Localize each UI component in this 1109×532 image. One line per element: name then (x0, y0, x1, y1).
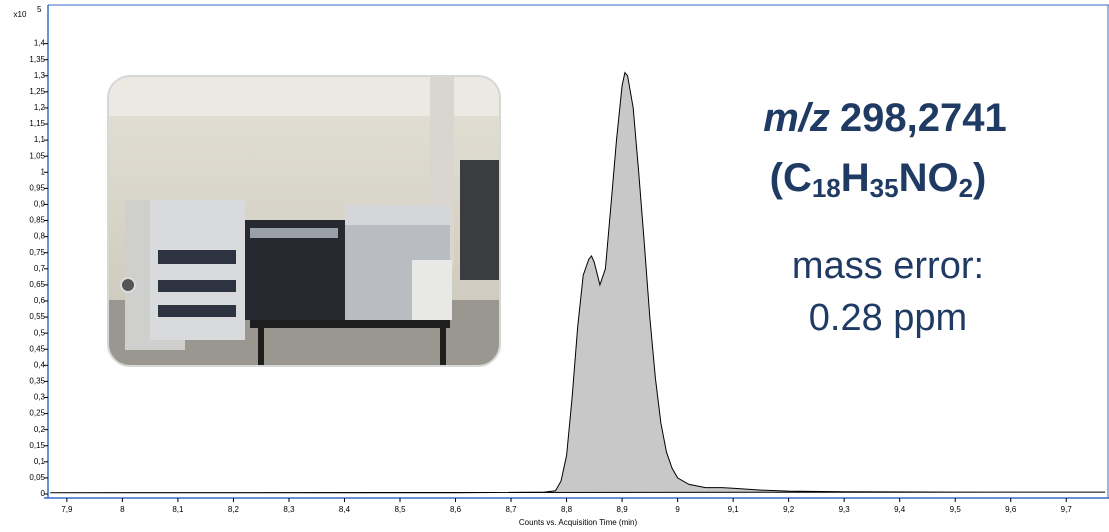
photo (108, 76, 500, 366)
x-tick-label: 8,1 (172, 505, 184, 514)
y-tick-label: 0 (41, 489, 46, 498)
x-tick-label: 8,7 (505, 505, 517, 514)
y-tick-label: 1,25 (29, 87, 45, 96)
x-tick-label: 9,4 (894, 505, 906, 514)
y-tick-label: 0,95 (29, 183, 45, 192)
formula-part: NO (899, 156, 959, 200)
y-exponent-base: x10 (14, 10, 27, 19)
y-tick-label: 1,3 (34, 71, 46, 80)
y-tick-label: 1 (41, 167, 46, 176)
formula-sub: 18 (812, 173, 841, 203)
x-tick-label: 8,6 (450, 505, 462, 514)
y-tick-label: 0,9 (34, 200, 46, 209)
y-tick-label: 1,2 (34, 103, 46, 112)
photo-frame (107, 75, 501, 367)
formula-sub: 2 (959, 173, 973, 203)
x-tick-label: 9,3 (839, 505, 851, 514)
mass-error-label: mass error: (792, 245, 984, 287)
y-tick-label: 1,1 (34, 135, 46, 144)
formula-part: H (841, 156, 870, 200)
formula-part: (C (770, 156, 812, 200)
mz-label: m/z (763, 96, 830, 140)
x-tick-label: 8,2 (228, 505, 240, 514)
x-tick-label: 8,4 (339, 505, 351, 514)
y-tick-label: 0,25 (29, 409, 45, 418)
formula-sub: 35 (870, 173, 899, 203)
x-tick-label: 9,5 (950, 505, 962, 514)
y-tick-label: 0,65 (29, 280, 45, 289)
y-tick-label: 0,5 (34, 328, 46, 337)
x-tick-label: 9,1 (728, 505, 740, 514)
formula: (C18H35NO2) (770, 156, 987, 203)
x-tick-label: 7,9 (61, 505, 73, 514)
y-tick-label: 0,45 (29, 344, 45, 353)
chromatogram-area (50, 71, 1106, 494)
mz-value: 298,2741 (840, 96, 1007, 140)
x-tick-label: 9,6 (1005, 505, 1017, 514)
y-tick-label: 0,8 (34, 232, 46, 241)
y-tick-label: 1,4 (34, 39, 46, 48)
y-tick-label: 0,1 (34, 457, 46, 466)
y-tick-label: 0,35 (29, 377, 45, 386)
x-tick-label: 8,9 (617, 505, 629, 514)
x-tick-label: 8 (120, 505, 125, 514)
y-tick-label: 0,7 (34, 264, 46, 273)
x-tick-label: 9 (675, 505, 680, 514)
plot: 0 0,05 0,1 0,15 0,2 0,25 0,3 0,35 0,4 0,45 0,5 0,55… (29, 4, 1109, 514)
x-tick-label: 8,3 (283, 505, 295, 514)
y-tick-label: 0,2 (34, 425, 46, 434)
formula-part: ) (973, 156, 986, 200)
y-tick-label: 0,05 (29, 473, 45, 482)
x-tick-label: 8,8 (561, 505, 573, 514)
y-exponent-power: 5 (37, 5, 42, 14)
mass-error-value: 0.28 ppm (809, 297, 967, 339)
y-tick-label: 0,3 (34, 393, 46, 402)
y-tick-label: 1,35 (29, 55, 45, 64)
x-tick-label: 8,5 (394, 505, 406, 514)
x-tick-label: 9,2 (783, 505, 795, 514)
mz-annotation: m/z 298,2741 (763, 96, 1007, 140)
y-tick-label: 0,4 (34, 360, 46, 369)
y-tick-label: 1,05 (29, 151, 45, 160)
y-tick-label: 0,75 (29, 248, 45, 257)
y-tick-label: 0,55 (29, 312, 45, 321)
y-tick-label: 0,15 (29, 441, 45, 450)
x-tick-label: 9,7 (1061, 505, 1073, 514)
y-tick-label: 0,6 (34, 296, 46, 305)
y-tick-label: 0,85 (29, 216, 45, 225)
y-tick-label: 1,15 (29, 119, 45, 128)
x-axis-label: Counts vs. Acquisition Time (min) (519, 518, 638, 527)
